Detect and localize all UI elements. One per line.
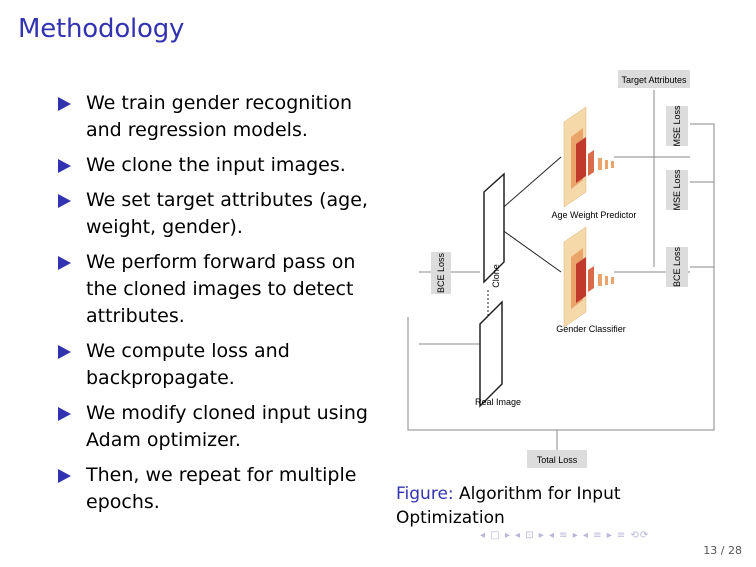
bullet-item: We clone the input images. xyxy=(58,152,368,179)
bullet-item: Then, we repeat for multiple epochs. xyxy=(58,462,368,516)
figure-label: Figure: xyxy=(396,484,454,504)
bullet-text: We clone the input images. xyxy=(86,154,346,176)
bullet-triangle-icon xyxy=(58,159,71,173)
mse-loss-1-box xyxy=(666,106,688,146)
arrow-to-age-weight xyxy=(497,156,562,213)
mse-loss-1-label: MSE Loss xyxy=(672,105,682,147)
mse-loss-2-label: MSE Loss xyxy=(672,169,682,211)
bullet-item: We set target attributes (age, weight, g… xyxy=(58,187,368,241)
real-image-label: Real Image xyxy=(475,397,521,407)
age-weight-network-icon xyxy=(563,106,614,208)
bullet-text: We perform forward pass on the cloned im… xyxy=(86,251,356,327)
page-number: 13 / 28 xyxy=(703,544,742,557)
slide-title: Methodology xyxy=(18,14,185,44)
figure-caption-text: Algorithm for Input Optimization xyxy=(396,484,621,528)
bullet-triangle-icon xyxy=(58,256,71,270)
bce-loss-left-label: BCE Loss xyxy=(436,252,446,293)
bullet-item: We train gender recognition and regressi… xyxy=(58,90,368,144)
clone-label: Clone xyxy=(491,264,501,288)
loss-aggregation-line xyxy=(407,123,715,431)
bullet-text: We modify cloned input using Adam optimi… xyxy=(86,402,368,451)
clone-image-shape xyxy=(483,172,505,284)
bullet-item: We compute loss and backpropagate. xyxy=(58,338,368,392)
bullet-list: We train gender recognition and regressi… xyxy=(58,90,368,524)
bullet-item: We modify cloned input using Adam optimi… xyxy=(58,400,368,454)
gender-classifier-label: Gender Classifier xyxy=(556,324,626,334)
bullet-triangle-icon xyxy=(58,345,71,359)
bullet-text: Then, we repeat for multiple epochs. xyxy=(86,464,357,513)
bullet-triangle-icon xyxy=(58,469,71,483)
bullet-triangle-icon xyxy=(58,97,71,111)
clone-arrows xyxy=(487,156,562,317)
mse-loss-2-box xyxy=(666,170,688,210)
bce-loss-right-box xyxy=(666,247,688,287)
input-optimization-diagram: Target Attributes MSE Loss MSE Loss BCE … xyxy=(407,70,715,468)
bullet-text: We compute loss and backpropagate. xyxy=(86,340,290,389)
figure-caption: Figure: Algorithm for Input Optimization xyxy=(396,482,686,530)
real-image-shape xyxy=(479,300,503,408)
bullet-triangle-icon xyxy=(58,407,71,421)
bullet-text: We train gender recognition and regressi… xyxy=(86,92,352,141)
bce-loss-left-box xyxy=(431,252,451,294)
total-loss-box xyxy=(527,450,587,468)
target-attributes-box xyxy=(618,70,690,88)
target-attributes-label: Target Attributes xyxy=(621,75,687,85)
arrow-to-gender xyxy=(497,226,562,273)
bce-loss-right-label: BCE Loss xyxy=(672,246,682,287)
bullet-text: We set target attributes (age, weight, g… xyxy=(86,189,368,238)
gender-classifier-network-icon xyxy=(563,226,614,328)
bullet-item: We perform forward pass on the cloned im… xyxy=(58,249,368,330)
total-loss-label: Total Loss xyxy=(537,455,578,465)
age-weight-predictor-label: Age Weight Predictor xyxy=(552,210,637,220)
beamer-navigation[interactable]: ◂ □ ▸ ◂ ⊡ ▸ ◂ ≡ ▸ ◂ ≡ ▸ ≡ ⟲⟳ xyxy=(480,530,650,541)
bullet-triangle-icon xyxy=(58,194,71,208)
